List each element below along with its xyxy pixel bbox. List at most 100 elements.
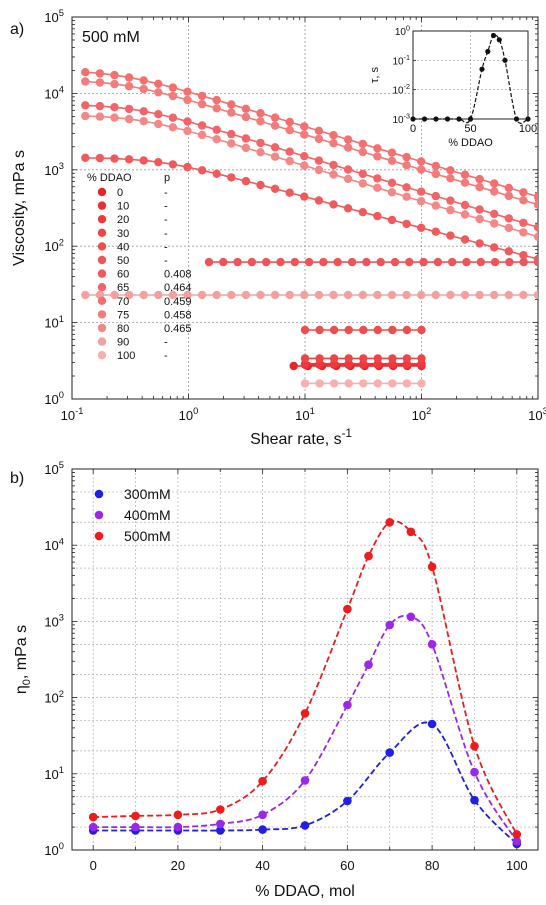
series-group-a (81, 68, 538, 388)
annotation-a: 500 mM (82, 29, 140, 46)
data-point-75 (446, 174, 455, 183)
data-point-60 (139, 156, 148, 165)
legend-label-70: 70 (117, 296, 129, 308)
legend-marker-50 (97, 255, 107, 265)
data-point-60 (446, 231, 455, 240)
data-point-80 (519, 228, 528, 237)
data-point-80 (329, 170, 338, 179)
data-point-60 (256, 180, 265, 190)
data-point-500mM (300, 709, 310, 718)
data-point-50 (290, 257, 299, 267)
data-point-60 (227, 173, 236, 182)
data-point-75 (154, 88, 163, 97)
y-tick-label-a: 105 (44, 8, 64, 25)
data-point-70 (183, 87, 192, 96)
data-point-65 (124, 104, 134, 114)
data-point-90 (227, 290, 236, 300)
data-point-60 (81, 153, 90, 162)
data-point-65 (373, 174, 382, 183)
data-point-75 (490, 187, 499, 196)
data-point-80 (154, 119, 163, 129)
data-point-65 (95, 101, 105, 111)
legend-label-40: 40 (117, 241, 129, 253)
data-point-70 (124, 73, 134, 82)
data-point-60 (124, 155, 134, 164)
data-point-40 (300, 325, 310, 335)
data-point-70 (227, 100, 236, 109)
legend-marker-75 (97, 310, 107, 319)
legend-p-90: - (164, 337, 168, 349)
data-point-60 (504, 247, 513, 256)
data-point-80 (183, 126, 192, 136)
data-point-400mM (173, 822, 183, 832)
data-point-400mM (364, 660, 373, 669)
legend-p-0: - (164, 187, 168, 199)
fit-curve-300mM (93, 721, 518, 845)
data-point-70 (329, 131, 338, 140)
data-point-75 (241, 112, 251, 122)
data-point-75 (270, 121, 280, 130)
data-point-500mM (512, 830, 522, 839)
data-point-75 (227, 108, 236, 117)
data-point-300mM (470, 795, 479, 805)
data-point-60 (490, 243, 499, 252)
data-point-75 (504, 191, 513, 201)
data-point-60 (212, 169, 221, 178)
data-point-50 (462, 257, 471, 267)
data-point-70 (460, 170, 470, 179)
x-tick-label-b: 80 (425, 858, 439, 873)
y-tick-label-a: 102 (44, 237, 64, 254)
data-point-65 (212, 125, 221, 134)
legend-label-75: 75 (117, 309, 129, 321)
data-point-50 (204, 257, 214, 267)
x-tick-label-a: 100 (179, 406, 199, 423)
data-point-80 (124, 114, 134, 124)
x-tick-label-b: 20 (171, 858, 185, 873)
legend-marker-40 (97, 242, 107, 251)
data-point-60 (358, 208, 367, 217)
data-point-50 (390, 257, 400, 267)
data-point-80 (212, 135, 221, 144)
y-tick-label-b: 104 (44, 536, 64, 553)
data-point-50 (476, 257, 485, 267)
data-point-65 (270, 143, 280, 152)
legend-p-20: - (164, 214, 168, 226)
data-point-70 (95, 69, 105, 78)
data-point-60 (329, 200, 338, 209)
y-tick-label-b: 105 (44, 460, 64, 477)
data-point-90 (460, 290, 470, 300)
data-point-40 (344, 325, 353, 335)
data-point-75 (81, 77, 90, 86)
data-point-90 (519, 290, 528, 300)
data-point-40 (388, 325, 397, 335)
data-point-75 (168, 91, 178, 101)
data-point-65 (197, 121, 207, 130)
x-tick-label-a: 101 (295, 406, 315, 423)
inset-data-point (421, 116, 428, 122)
data-point-75 (358, 147, 367, 157)
data-point-60 (460, 235, 470, 244)
data-point-70 (358, 139, 367, 149)
inset-data-point (444, 116, 451, 122)
data-point-50 (304, 257, 314, 267)
data-point-80 (446, 205, 455, 215)
data-point-90 (431, 290, 440, 300)
data-point-65 (402, 183, 411, 192)
inset-data-point (433, 116, 439, 122)
data-point-75 (402, 161, 411, 170)
data-point-30 (344, 354, 353, 363)
data-point-90 (300, 290, 309, 300)
data-point-70 (212, 95, 221, 105)
y-axis-label-b: η0, mPa s (13, 625, 33, 694)
panel-label-a: a) (10, 21, 24, 38)
data-point-90 (446, 290, 455, 300)
data-point-90 (475, 290, 484, 300)
data-point-30 (359, 354, 368, 363)
data-point-90 (139, 290, 148, 300)
legend-p-70: 0.459 (164, 296, 192, 308)
legend-marker-30 (97, 228, 107, 237)
legend-label-60: 60 (117, 269, 129, 281)
legend-marker-500mM (94, 531, 104, 541)
data-point-80 (387, 188, 397, 197)
data-point-50 (519, 257, 528, 267)
